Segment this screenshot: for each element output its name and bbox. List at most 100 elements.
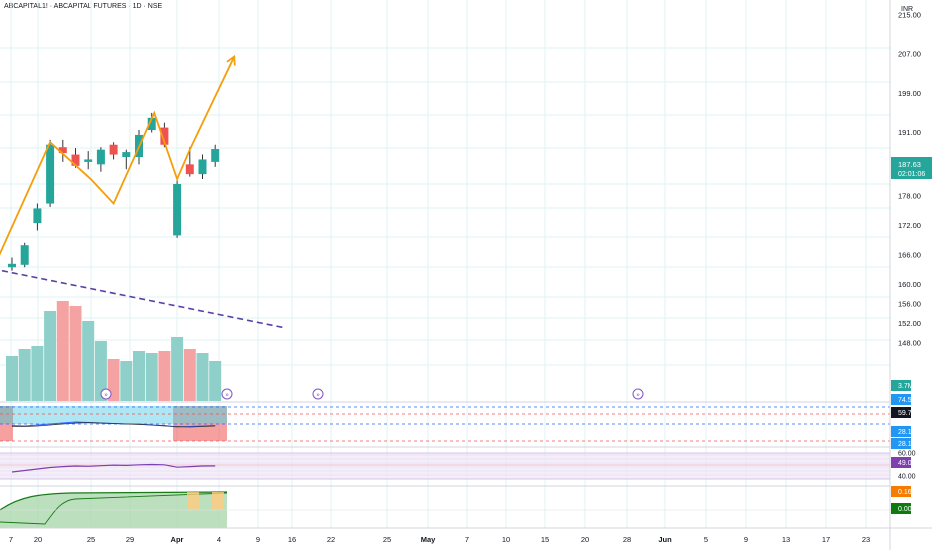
volume-bar [69, 306, 82, 401]
zigzag-line [0, 56, 236, 256]
stoch-d-label: 28.15 [898, 429, 916, 436]
stoch-bottom-label: 28.15 [898, 441, 916, 448]
symbol-title[interactable]: ABCAPITAL1! · ABCAPITAL FUTURES · 1D · N… [4, 3, 163, 10]
candle-body [185, 164, 194, 175]
time-tick-label: 15 [541, 535, 549, 544]
time-tick-label: Jun [658, 535, 672, 544]
price-axis[interactable]: 215.00207.00199.00191.00183.00178.00172.… [889, 0, 932, 550]
price-tick-label: 156.00 [898, 300, 921, 309]
stoch-top-label-badge [891, 394, 911, 405]
stoch-k-label-badge [891, 407, 911, 418]
osc-a-label-badge [891, 486, 911, 497]
price-tick-label: 215.00 [898, 10, 921, 19]
dividend-marker-glyph: » [636, 393, 640, 399]
candle-body [160, 127, 169, 145]
volume-bar [133, 351, 145, 401]
split-marker-glyph: » [225, 393, 229, 399]
stoch-shade [173, 406, 227, 424]
time-tick-label: 29 [126, 535, 134, 544]
price-tick-label: 172.00 [898, 221, 921, 230]
osc-line-signal [0, 492, 228, 525]
volume-bars [6, 301, 222, 401]
volume-bar [56, 301, 69, 401]
rsi-60-label: 60.00 [898, 451, 916, 458]
countdown-label: 02:01:06 [898, 171, 925, 178]
candle-body [84, 159, 93, 162]
rsi-40-label: 40.00 [898, 474, 916, 481]
osc-b-label: 0.00 [898, 506, 912, 513]
price-tick-label: 160.00 [898, 280, 921, 289]
volume-bar [158, 351, 171, 401]
candle-body [147, 117, 156, 131]
stoch-bottom-label-badge [891, 438, 911, 449]
time-tick-label: 7 [465, 535, 469, 544]
osc-highlight [212, 492, 224, 510]
price-tick-label: 191.00 [898, 128, 921, 137]
stoch-top-label: 74.51 [898, 397, 916, 404]
volume-bar [196, 353, 209, 401]
volume-bar [209, 361, 222, 401]
candle-body [122, 152, 131, 157]
volume-bar [82, 321, 95, 401]
dividend-marker-glyph: » [316, 393, 320, 399]
candle-body [96, 149, 105, 165]
time-tick-label: 9 [744, 535, 748, 544]
time-tick-label: 17 [822, 535, 830, 544]
rsi-value-label-badge [891, 457, 911, 468]
volume-bar [18, 349, 31, 401]
time-tick-label: 13 [782, 535, 790, 544]
zigzag-arrowhead [226, 54, 236, 66]
rsi-value-label: 49.04 [898, 460, 916, 467]
time-tick-label: 23 [862, 535, 870, 544]
time-tick-label: 10 [502, 535, 510, 544]
candle-body [173, 183, 182, 236]
stoch-d-label-badge [891, 426, 911, 437]
candle-body [20, 245, 29, 265]
price-tick-label: 148.00 [898, 339, 921, 348]
time-tick-label: 28 [623, 535, 631, 544]
time-tick-label: 22 [327, 535, 335, 544]
drawings[interactable]: » » » » [0, 54, 644, 400]
currency-label[interactable]: INR [901, 6, 914, 13]
time-tick-label: Apr [171, 535, 184, 544]
time-tick-label: 20 [34, 535, 42, 544]
time-tick-label: 20 [581, 535, 589, 544]
volume-bar [6, 356, 18, 401]
volume-bar [94, 341, 107, 401]
osc-line-main [0, 491, 228, 511]
price-tick-label: 199.00 [898, 89, 921, 98]
volume-label: 3.7M [898, 383, 914, 390]
indicator-panes [0, 401, 890, 528]
volume-bar [183, 349, 196, 401]
time-tick-label: 25 [87, 535, 95, 544]
dividend-marker [632, 388, 644, 400]
last-price-badge [891, 157, 932, 179]
candle-body [71, 154, 80, 166]
candle-body [8, 263, 16, 268]
volume-bar [31, 346, 44, 401]
split-marker [221, 388, 233, 400]
rsi-band [0, 453, 890, 479]
volume-bar [120, 361, 133, 401]
candle-body [198, 159, 207, 175]
time-tick-label: 4 [217, 535, 221, 544]
candle-body [109, 144, 118, 155]
stoch-k-label: 59.71 [898, 410, 916, 417]
candles[interactable] [8, 112, 220, 271]
rsi-line [11, 463, 216, 473]
stoch-upper-band [0, 406, 227, 424]
osc-highlight [187, 492, 199, 510]
osc-b-label-badge [891, 503, 911, 514]
price-tick-label: 178.00 [898, 192, 921, 201]
osc-a-label: 0.16 [898, 489, 912, 496]
time-tick-label: 9 [256, 535, 260, 544]
stoch-d-line [12, 422, 216, 428]
stoch-lower-fill [173, 424, 227, 441]
volume-bar [171, 337, 184, 401]
candle-body [58, 147, 67, 154]
volume-bar [107, 359, 120, 401]
volume-bar [145, 353, 158, 401]
time-axis[interactable]: 7 20 25 29 Apr 4 9 16 22 25 May 7 10 15 20 28 Jun 5 9 13 17 2… [0, 527, 932, 544]
chart-grid [0, 0, 890, 528]
